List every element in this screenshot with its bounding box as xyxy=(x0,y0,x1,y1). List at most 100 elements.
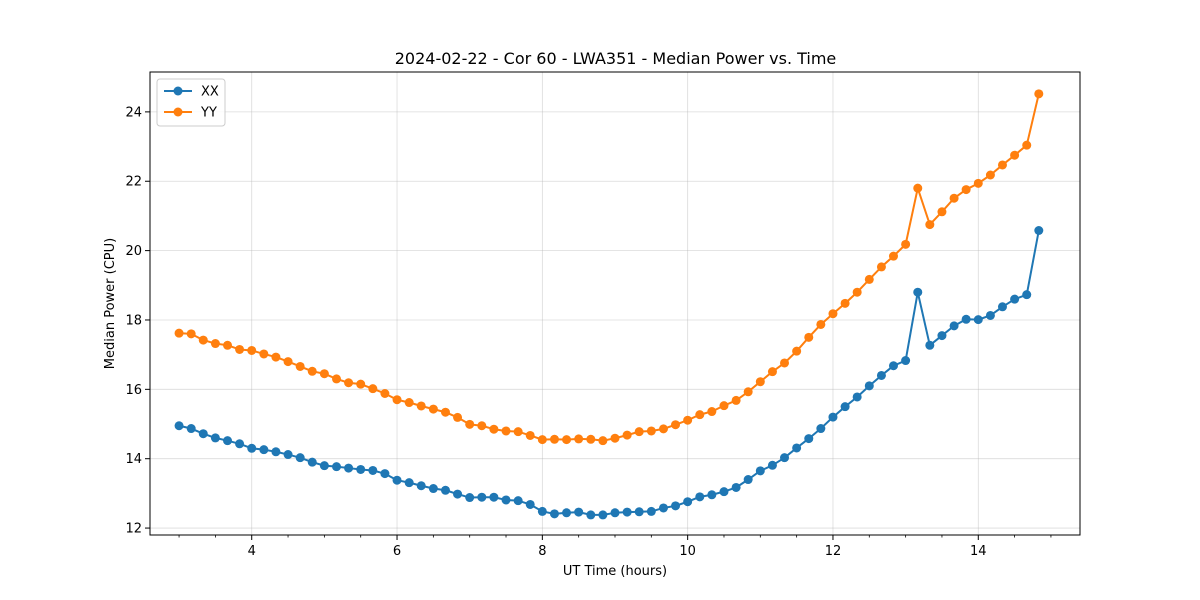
legend-label-xx: XX xyxy=(201,85,219,100)
data-point-yy xyxy=(247,345,257,355)
data-point-xx xyxy=(210,433,220,443)
x-tick-label: 6 xyxy=(393,544,401,559)
data-point-yy xyxy=(428,404,438,414)
data-point-yy xyxy=(562,435,572,445)
data-point-yy xyxy=(707,407,717,417)
data-point-yy xyxy=(634,427,644,437)
data-point-yy xyxy=(440,407,450,417)
data-point-xx xyxy=(876,370,886,380)
data-point-xx xyxy=(804,434,814,444)
data-point-xx xyxy=(719,487,729,497)
data-point-xx xyxy=(985,310,995,320)
data-point-yy xyxy=(840,298,850,308)
data-point-xx xyxy=(513,496,523,506)
data-point-yy xyxy=(198,335,208,345)
data-point-yy xyxy=(356,379,366,389)
data-point-xx xyxy=(658,503,668,513)
data-point-yy xyxy=(973,178,983,188)
y-tick-label: 20 xyxy=(125,244,142,259)
data-point-xx xyxy=(453,489,463,499)
data-point-yy xyxy=(864,274,874,284)
data-point-xx xyxy=(332,462,342,472)
data-point-yy xyxy=(852,287,862,297)
x-tick-label: 10 xyxy=(679,544,696,559)
data-point-yy xyxy=(1022,140,1032,150)
x-tick-label: 8 xyxy=(538,544,546,559)
x-tick-label: 12 xyxy=(825,544,842,559)
data-point-xx xyxy=(973,315,983,325)
data-point-xx xyxy=(404,478,414,488)
data-point-xx xyxy=(271,447,281,457)
data-point-xx xyxy=(767,460,777,470)
data-point-xx xyxy=(949,321,959,331)
data-point-xx xyxy=(646,506,656,516)
grid xyxy=(150,72,1080,535)
data-point-yy xyxy=(223,340,233,350)
data-point-xx xyxy=(283,450,293,460)
data-point-xx xyxy=(816,424,826,434)
data-point-xx xyxy=(489,492,499,502)
data-point-xx xyxy=(235,439,245,449)
data-point-yy xyxy=(586,434,596,444)
y-axis-label: Median Power (CPU) xyxy=(103,238,118,369)
data-point-xx xyxy=(186,424,196,434)
data-point-yy xyxy=(622,430,632,440)
data-point-xx xyxy=(743,475,753,485)
data-point-xx xyxy=(549,509,559,519)
data-point-yy xyxy=(671,420,681,430)
data-point-xx xyxy=(707,490,717,500)
data-point-xx xyxy=(356,464,366,474)
legend-label-yy: YY xyxy=(200,106,217,121)
data-point-xx xyxy=(295,453,305,463)
data-point-yy xyxy=(646,426,656,436)
data-point-yy xyxy=(816,319,826,329)
x-tick-label: 4 xyxy=(248,544,256,559)
data-point-xx xyxy=(344,463,354,473)
data-point-yy xyxy=(743,387,753,397)
data-point-xx xyxy=(465,493,475,503)
data-point-yy xyxy=(925,220,935,230)
y-axis: 12 14 16 18 20 22 24 xyxy=(125,105,150,537)
data-point-yy xyxy=(598,436,608,446)
data-point-yy xyxy=(525,430,535,440)
data-point-xx xyxy=(525,499,535,509)
data-point-yy xyxy=(937,207,947,217)
data-point-xx xyxy=(307,457,317,467)
data-point-yy xyxy=(344,378,354,388)
data-point-yy xyxy=(876,262,886,272)
data-point-yy xyxy=(755,377,765,387)
series-line-yy xyxy=(179,93,1040,442)
data-point-xx xyxy=(828,412,838,422)
data-point-yy xyxy=(731,395,741,405)
data-point-xx xyxy=(695,492,705,502)
data-point-yy xyxy=(683,415,693,425)
data-point-xx xyxy=(198,429,208,439)
data-point-yy xyxy=(719,401,729,411)
data-point-yy xyxy=(210,339,220,349)
data-point-yy xyxy=(961,185,971,195)
y-tick-label: 24 xyxy=(125,105,142,120)
data-point-xx xyxy=(1034,225,1044,235)
data-point-yy xyxy=(537,435,547,445)
data-point-xx xyxy=(368,465,378,475)
data-point-yy xyxy=(416,401,426,411)
data-point-yy xyxy=(913,183,923,193)
data-point-yy xyxy=(235,344,245,354)
data-point-yy xyxy=(307,366,317,376)
data-point-yy xyxy=(513,427,523,437)
data-point-xx xyxy=(1022,290,1032,300)
data-point-xx xyxy=(586,510,596,520)
data-point-yy xyxy=(477,421,487,431)
data-point-xx xyxy=(888,361,898,371)
data-point-xx xyxy=(683,497,693,507)
data-point-yy xyxy=(186,329,196,339)
data-point-yy xyxy=(174,328,184,338)
y-tick-label: 12 xyxy=(125,522,142,537)
data-point-xx xyxy=(864,381,874,391)
data-point-xx xyxy=(852,392,862,402)
legend-marker-yy xyxy=(173,107,183,117)
data-point-yy xyxy=(271,352,281,362)
data-point-xx xyxy=(792,443,802,453)
data-point-yy xyxy=(319,369,329,379)
